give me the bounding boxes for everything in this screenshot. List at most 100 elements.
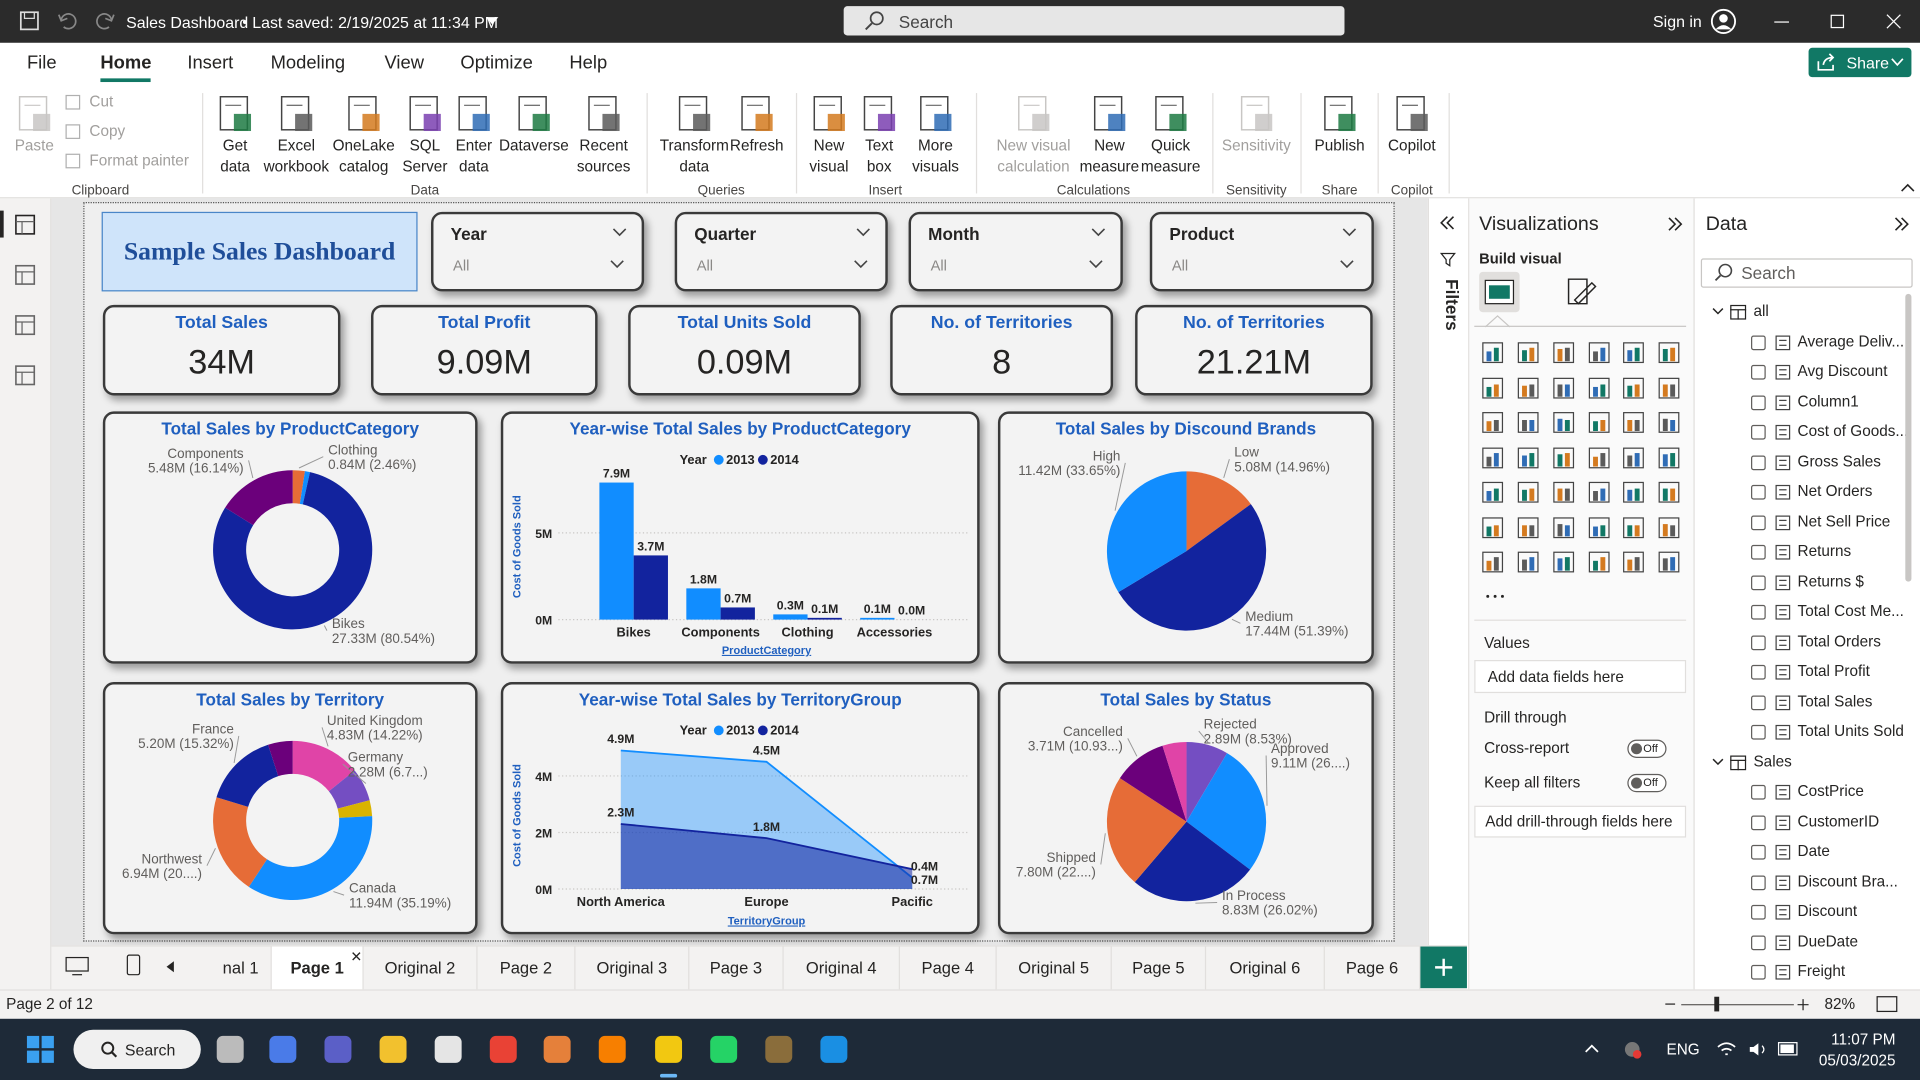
field-checkbox[interactable]: [1751, 604, 1766, 620]
field-checkbox[interactable]: [1751, 964, 1766, 980]
field-checkbox[interactable]: [1751, 424, 1766, 440]
page-tab[interactable]: Page 4: [900, 946, 997, 990]
zoom-thumb[interactable]: [1714, 996, 1720, 1012]
values-well[interactable]: Add data fields here: [1474, 660, 1687, 694]
clock-date[interactable]: 05/03/2025: [1818, 1051, 1896, 1069]
field-checkbox[interactable]: [1751, 544, 1766, 560]
ribbon-button[interactable]: More visuals: [912, 137, 959, 176]
field-name[interactable]: Average Deliv...: [1797, 332, 1905, 350]
ribbon-button[interactable]: Transform data: [659, 137, 729, 176]
toggle[interactable]: Off: [1627, 739, 1667, 758]
field-checkbox[interactable]: [1751, 784, 1766, 800]
menu-tab[interactable]: Insert: [187, 52, 234, 74]
field-name[interactable]: Returns: [1797, 542, 1852, 560]
field-checkbox[interactable]: [1751, 484, 1766, 500]
field-name[interactable]: CustomerID: [1797, 812, 1880, 830]
ribbon-button[interactable]: Text box: [865, 137, 894, 176]
field-name[interactable]: Discount: [1797, 902, 1858, 920]
field-checkbox[interactable]: [1751, 664, 1766, 680]
field-checkbox[interactable]: [1751, 904, 1766, 920]
field-name[interactable]: CostPrice: [1797, 782, 1864, 800]
ribbon-button[interactable]: New measure: [1079, 137, 1140, 176]
page-tab[interactable]: Original 6: [1206, 946, 1325, 990]
table-name[interactable]: Sales: [1753, 752, 1792, 770]
ribbon-button[interactable]: Dataverse: [498, 137, 569, 155]
filters-label[interactable]: Filters: [1442, 279, 1463, 331]
field-name[interactable]: Total Cost Me...: [1797, 602, 1904, 620]
field-name[interactable]: Returns $: [1797, 572, 1864, 590]
page-tab[interactable]: Page 5: [1112, 946, 1207, 990]
field-checkbox[interactable]: [1751, 394, 1766, 410]
page-tab[interactable]: Page 1: [271, 946, 364, 990]
slicer[interactable]: Month All: [908, 211, 1123, 292]
ribbon-button[interactable]: Recent sources: [576, 137, 631, 176]
menu-tab[interactable]: Help: [569, 52, 608, 74]
page-tab[interactable]: Original 2: [364, 946, 478, 990]
page-tab[interactable]: Original 5: [997, 946, 1112, 990]
field-checkbox[interactable]: [1751, 934, 1766, 950]
field-checkbox[interactable]: [1751, 844, 1766, 860]
ribbon-button[interactable]: Excel workbook: [263, 137, 330, 176]
drill-through-label: Drill through: [1484, 708, 1567, 727]
sign-in[interactable]: Sign in: [1653, 12, 1702, 31]
field-name[interactable]: Net Orders: [1797, 482, 1873, 500]
field-checkbox[interactable]: [1751, 514, 1766, 530]
slicer[interactable]: Quarter All: [674, 211, 888, 292]
ribbon-button[interactable]: Refresh: [729, 137, 784, 155]
field-name[interactable]: Date: [1797, 842, 1830, 860]
field-name[interactable]: Column1: [1797, 392, 1859, 410]
page-tab[interactable]: Page 2: [478, 946, 576, 990]
field-checkbox[interactable]: [1751, 694, 1766, 710]
page-tab[interactable]: Page 3: [689, 946, 784, 990]
slicer[interactable]: Year All: [431, 211, 645, 292]
field-name[interactable]: DueDate: [1797, 932, 1858, 950]
menu-tab[interactable]: File: [26, 52, 57, 74]
menu-tab[interactable]: Modeling: [270, 52, 346, 74]
field-checkbox[interactable]: [1751, 334, 1766, 350]
menu-tab[interactable]: View: [384, 52, 424, 74]
ribbon-button[interactable]: Get data: [220, 137, 251, 176]
language[interactable]: ENG: [1666, 1040, 1700, 1058]
page-tab[interactable]: nal 1: [211, 946, 272, 990]
field-checkbox[interactable]: [1751, 874, 1766, 890]
ribbon-button[interactable]: Quick measure: [1140, 137, 1201, 176]
field-checkbox[interactable]: [1751, 814, 1766, 830]
toggle[interactable]: Off: [1627, 773, 1667, 793]
ribbon-button[interactable]: OneLake catalog: [332, 137, 395, 176]
page-tab[interactable]: Page 6: [1325, 946, 1421, 990]
field-name[interactable]: Total Orders: [1797, 632, 1881, 650]
field-name[interactable]: Discount Bra...: [1797, 872, 1898, 890]
field-checkbox[interactable]: [1751, 454, 1766, 470]
field-name[interactable]: Avg Discount: [1797, 362, 1888, 380]
field-checkbox[interactable]: [1751, 724, 1766, 740]
table-name[interactable]: all: [1753, 302, 1769, 320]
ribbon-button[interactable]: Enter data: [455, 137, 493, 176]
ribbon-button[interactable]: Copilot: [1387, 137, 1436, 155]
clock-time[interactable]: 11:07 PM: [1831, 1031, 1896, 1049]
field-checkbox[interactable]: [1751, 364, 1766, 380]
ribbon-button[interactable]: SQL Server: [402, 137, 448, 176]
field-name[interactable]: Total Sales: [1797, 692, 1873, 710]
field-name[interactable]: Gross Sales: [1797, 452, 1881, 470]
ribbon-button[interactable]: New visual: [809, 137, 849, 176]
data-search[interactable]: [1700, 258, 1913, 288]
field-name[interactable]: Freight: [1797, 962, 1846, 980]
visual-type-button-part: [1662, 558, 1668, 571]
page-tab[interactable]: Original 3: [576, 946, 690, 990]
drill-through-well[interactable]: Add drill-through fields here: [1474, 805, 1687, 838]
share-label[interactable]: Share: [1846, 53, 1890, 73]
field-name[interactable]: Cost of Goods...: [1797, 422, 1909, 440]
field-name[interactable]: Total Profit: [1797, 662, 1870, 680]
search-box[interactable]: [843, 6, 1345, 36]
page-tab[interactable]: Original 4: [784, 946, 900, 990]
taskbar-search-label[interactable]: Search: [124, 1040, 176, 1060]
menu-tab[interactable]: Optimize: [460, 52, 533, 74]
taskbar-search[interactable]: [73, 1029, 201, 1069]
field-name[interactable]: Total Units Sold: [1797, 722, 1904, 740]
field-name[interactable]: Net Sell Price: [1797, 512, 1891, 530]
field-checkbox[interactable]: [1751, 634, 1766, 650]
ribbon-button[interactable]: Publish: [1314, 137, 1365, 155]
field-checkbox[interactable]: [1751, 574, 1766, 590]
menu-tab[interactable]: Home: [100, 52, 152, 74]
slicer[interactable]: Product All: [1149, 211, 1374, 292]
